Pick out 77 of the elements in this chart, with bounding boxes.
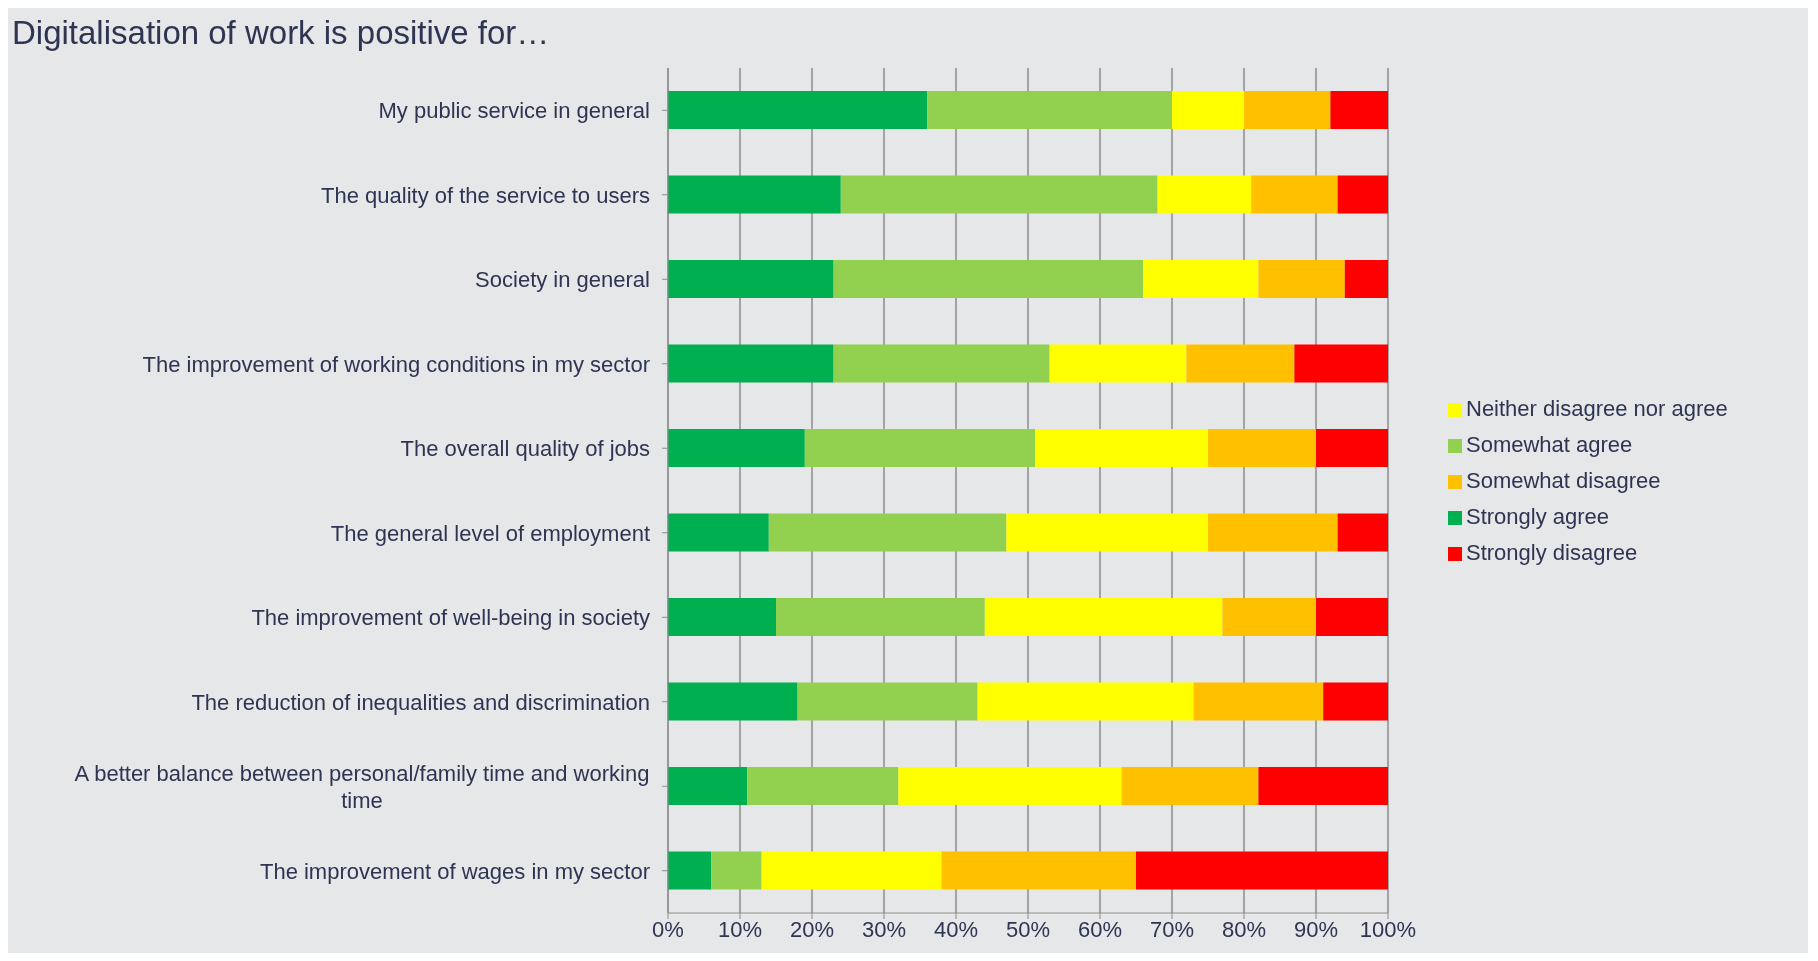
x-tick-label: 100%	[1359, 916, 1417, 942]
bar	[1258, 767, 1388, 805]
bar	[898, 767, 1122, 805]
bar	[747, 767, 899, 805]
bar	[668, 682, 798, 721]
bar	[1344, 260, 1388, 298]
bar	[1330, 91, 1388, 129]
bar	[768, 513, 1007, 552]
legend-label: Strongly agree	[1466, 503, 1610, 529]
bar	[668, 767, 748, 805]
bar	[1172, 91, 1244, 129]
bar	[711, 851, 762, 890]
y-tick-label: The improvement of wages in my sector	[259, 858, 650, 884]
x-tick-label: 10%	[717, 916, 763, 942]
x-tick-label: 30%	[861, 916, 907, 942]
x-tick-label: 40%	[933, 916, 979, 942]
bar	[1121, 767, 1259, 805]
bar	[1186, 344, 1295, 383]
x-tick-label: 80%	[1221, 916, 1267, 942]
bar	[1337, 513, 1388, 552]
y-tick-label: Society in general	[475, 266, 650, 292]
bar	[1035, 429, 1208, 467]
bar	[668, 175, 841, 214]
legend-label: Somewhat agree	[1466, 431, 1633, 457]
bar	[1049, 344, 1187, 383]
bar	[1316, 429, 1388, 467]
bar	[1258, 260, 1345, 298]
bar	[668, 513, 769, 552]
bar	[977, 682, 1194, 721]
bar	[776, 598, 985, 636]
y-tick-label: The quality of the service to users	[321, 182, 650, 208]
bar	[840, 175, 1158, 214]
bar	[1294, 344, 1388, 383]
bar	[797, 682, 978, 721]
legend-label: Somewhat disagree	[1466, 467, 1661, 493]
bar	[1222, 598, 1316, 636]
bar	[668, 260, 834, 298]
bar	[1244, 91, 1331, 129]
bar	[1157, 175, 1252, 214]
bar	[668, 851, 712, 890]
bar	[1208, 513, 1338, 552]
x-tick-label: 60%	[1077, 916, 1123, 942]
y-tick-label: The improvement of working conditions in my sector	[142, 351, 650, 377]
bar	[1208, 429, 1316, 467]
bar	[761, 851, 942, 890]
bar	[941, 851, 1136, 890]
bar	[833, 260, 1144, 298]
legend-label: Neither disagree nor agree	[1466, 395, 1728, 421]
bar	[984, 598, 1223, 636]
x-tick-label: 90%	[1293, 916, 1339, 942]
bar	[1136, 851, 1388, 890]
y-tick-label: My public service in general	[378, 97, 650, 123]
x-tick-label: 70%	[1149, 916, 1195, 942]
bar	[668, 344, 834, 383]
bar	[1006, 513, 1208, 552]
bar	[1193, 682, 1324, 721]
bar	[1337, 175, 1388, 214]
bar	[668, 91, 928, 129]
bar	[1323, 682, 1388, 721]
bar	[668, 429, 805, 467]
bar	[1143, 260, 1259, 298]
bar	[927, 91, 1172, 129]
x-tick-label: 50%	[1005, 916, 1051, 942]
x-tick-label: 0%	[652, 916, 684, 942]
y-tick-label: The improvement of well-being in society	[251, 604, 650, 630]
y-tick-label: The overall quality of jobs	[400, 435, 650, 461]
bar	[1316, 598, 1388, 636]
bar	[804, 429, 1036, 467]
bar	[668, 598, 776, 636]
bar	[833, 344, 1050, 383]
y-tick-label: The reduction of inequalities and discrimination	[191, 689, 650, 715]
y-tick-label: A better balance between personal/family time and working time	[74, 760, 650, 813]
y-tick-label: The general level of employment	[330, 520, 650, 546]
text: Digitalisation of work is positive for…	[12, 14, 550, 52]
bar	[1251, 175, 1338, 214]
legend-label: Strongly disagree	[1466, 539, 1638, 565]
x-tick-label: 20%	[789, 916, 835, 942]
